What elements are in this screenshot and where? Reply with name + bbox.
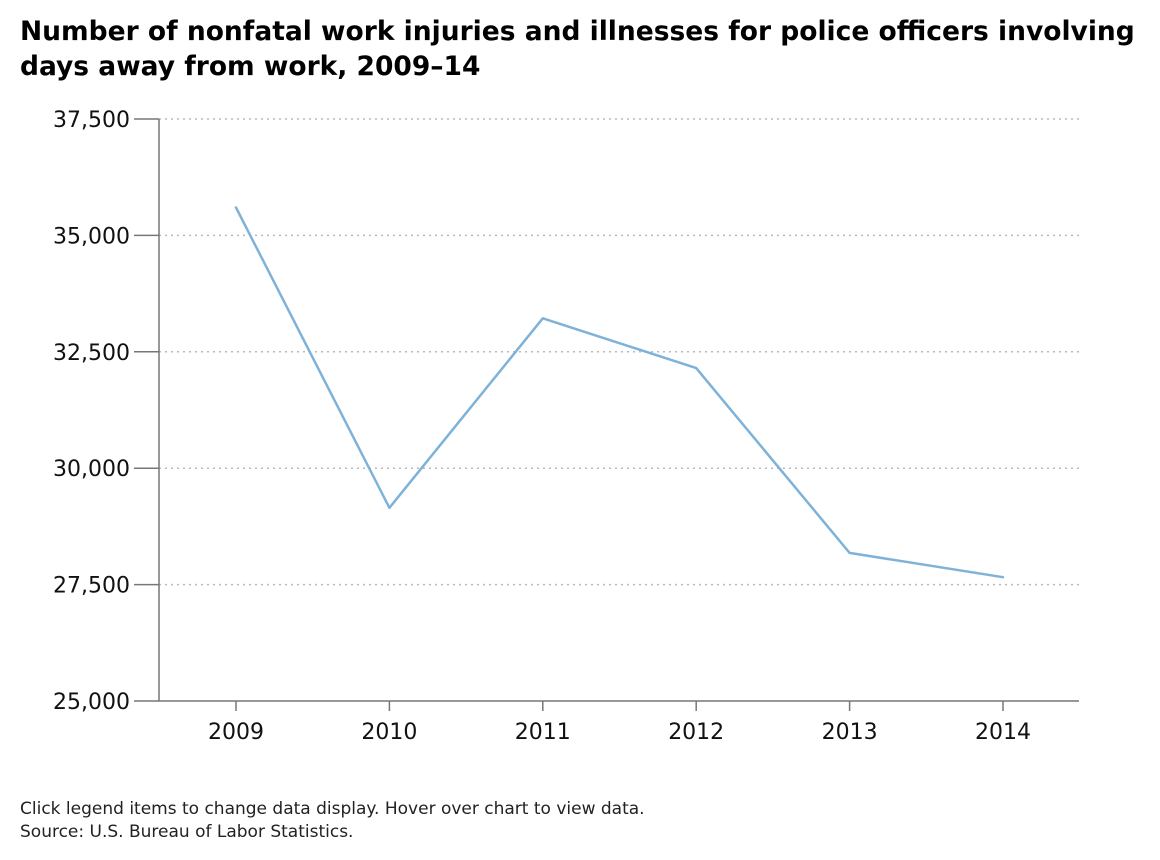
data-point[interactable] bbox=[689, 361, 703, 375]
chart-title: Number of nonfatal work injuries and ill… bbox=[20, 16, 1135, 82]
data-point[interactable] bbox=[843, 546, 857, 560]
source-note: Source: U.S. Bureau of Labor Statistics. bbox=[20, 822, 354, 842]
x-tick-label: 2013 bbox=[822, 720, 878, 745]
grid-lines bbox=[159, 118, 1079, 586]
x-tick-label: 2011 bbox=[515, 720, 571, 745]
y-tick-label: 25,000 bbox=[53, 690, 130, 715]
y-tick-label: 32,500 bbox=[53, 341, 130, 366]
x-tick-label: 2010 bbox=[361, 720, 417, 745]
series-layer[interactable] bbox=[229, 200, 1010, 584]
data-point[interactable] bbox=[536, 311, 550, 325]
chart-instructions: Click legend items to change data displa… bbox=[20, 799, 645, 819]
y-tick-label: 37,500 bbox=[53, 108, 130, 133]
y-axis: 25,000 27,500 30,000 32,500 35,000 37,500 bbox=[53, 108, 160, 715]
y-tick-label: 35,000 bbox=[53, 224, 130, 249]
x-tick-label: 2012 bbox=[668, 720, 724, 745]
y-tick-label: 27,500 bbox=[53, 574, 130, 599]
data-point[interactable] bbox=[996, 570, 1010, 584]
y-tick-label: 30,000 bbox=[53, 457, 130, 482]
data-point[interactable] bbox=[382, 501, 396, 515]
x-tick-label: 2009 bbox=[208, 720, 264, 745]
x-axis: 2009 2010 2011 2012 2013 2014 bbox=[159, 700, 1079, 745]
data-point[interactable] bbox=[229, 200, 243, 214]
x-tick-label: 2014 bbox=[975, 720, 1031, 745]
series-line[interactable] bbox=[234, 206, 1005, 579]
